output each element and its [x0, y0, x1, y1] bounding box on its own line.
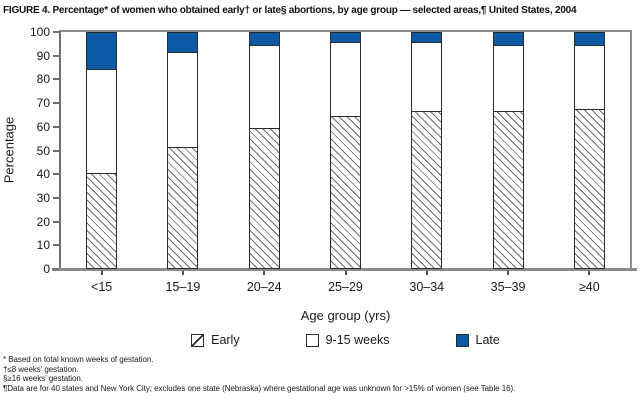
- stacked-bar: [492, 32, 524, 269]
- stacked-bar: [573, 32, 605, 269]
- bar-segment-9-15-weeks: [168, 51, 198, 147]
- y-tick-mark: [53, 244, 59, 247]
- x-axis-category-label: ≥40: [578, 280, 600, 294]
- early-hatched-swatch-icon: [191, 333, 205, 347]
- plot-area: [59, 30, 632, 269]
- x-tick-mark: [100, 271, 103, 275]
- bar-segment-late: [412, 33, 442, 43]
- bar-segment-late: [87, 33, 117, 69]
- x-tick-mark: [344, 271, 347, 275]
- bar-segment-early: [574, 108, 604, 268]
- x-axis-category-label: 30–34: [409, 280, 445, 294]
- legend-item-9-15-weeks: 9-15 weeks: [305, 333, 390, 347]
- bar-segment-9-15-weeks: [249, 44, 279, 128]
- y-tick-mark: [53, 31, 59, 33]
- x-tick-mark: [507, 271, 510, 275]
- x-axis-category-label: 20–24: [246, 280, 282, 294]
- stacked-bar: [167, 32, 199, 269]
- y-tick-mark: [53, 196, 59, 199]
- legend-item-early: Early: [191, 333, 240, 347]
- bar-cell: [386, 32, 467, 269]
- mid-white-swatch-icon: [305, 333, 319, 347]
- stacked-bar: [86, 32, 118, 269]
- y-tick-label: 10: [36, 238, 50, 253]
- x-axis-category-label: 25–29: [328, 280, 363, 294]
- legend: Early 9-15 weeks Late: [61, 333, 630, 347]
- footnote-asterisk: * Based on total known weeks of gestatio…: [3, 355, 154, 364]
- y-tick-label: 30: [36, 190, 50, 205]
- y-tick-label: 40: [36, 167, 50, 182]
- bar-cell: [224, 32, 305, 269]
- stacked-bar: [411, 32, 443, 269]
- bar-segment-9-15-weeks: [412, 42, 442, 112]
- y-tick-mark: [53, 54, 59, 57]
- y-tick-label: 80: [36, 72, 50, 87]
- x-tick-mark: [181, 271, 184, 275]
- stacked-bar: [248, 32, 280, 269]
- x-axis-category-label: <15: [91, 280, 113, 294]
- legend-label-9-15-weeks: 9-15 weeks: [325, 333, 390, 347]
- y-tick-mark: [53, 125, 59, 128]
- y-tick-label: 100: [29, 25, 50, 39]
- late-blue-swatch-icon: [455, 333, 469, 347]
- bar-segment-early: [330, 115, 360, 268]
- bar-segment-late: [330, 33, 360, 43]
- bar-cell: [549, 32, 630, 269]
- x-tick-mark: [588, 271, 591, 275]
- bar-segment-early: [87, 172, 117, 268]
- bar-segment-early: [412, 111, 442, 268]
- y-tick-label: 90: [36, 48, 50, 63]
- footnote-dagger: †≤8 weeks' gestation.: [3, 364, 79, 374]
- bar-segment-early: [168, 146, 198, 268]
- footnote-pilcrow: ¶Data are for 40 states and New York Cit…: [3, 383, 516, 393]
- x-tick-mark: [263, 271, 266, 275]
- bar-segment-late: [493, 33, 523, 45]
- bar-segment-early: [493, 111, 523, 268]
- stacked-bar: [329, 32, 361, 269]
- bar-segment-9-15-weeks: [574, 44, 604, 109]
- bars-container: [61, 32, 630, 269]
- y-tick-mark: [53, 173, 59, 176]
- x-axis-category-label: 15–19: [165, 280, 201, 294]
- y-tick-mark: [53, 78, 59, 81]
- bar-cell: [467, 32, 548, 269]
- footnote-section: §≥16 weeks' gestation.: [3, 374, 83, 384]
- y-tick-label: 0: [43, 262, 50, 276]
- y-tick-mark: [53, 102, 59, 105]
- legend-label-late: Late: [475, 333, 500, 347]
- bar-segment-early: [249, 127, 279, 268]
- x-axis-title: Age group (yrs): [300, 308, 391, 323]
- y-tick-mark: [53, 268, 59, 270]
- y-tick-label: 60: [36, 119, 50, 134]
- x-tick-mark: [425, 271, 428, 275]
- figure-title: FIGURE 4. Percentage* of women who obtai…: [3, 5, 577, 16]
- bar-segment-late: [168, 33, 198, 52]
- x-axis-line: [52, 268, 637, 271]
- bar-cell: [305, 32, 386, 269]
- y-tick-label: 50: [36, 143, 50, 158]
- y-axis-title: Percentage: [1, 116, 17, 184]
- legend-item-late: Late: [455, 333, 500, 347]
- y-tick-label: 20: [36, 214, 50, 229]
- bar-segment-9-15-weeks: [493, 44, 523, 112]
- bar-cell: [61, 32, 142, 269]
- bar-segment-late: [249, 33, 279, 45]
- y-tick-mark: [53, 220, 59, 223]
- x-axis-category-label: 35–39: [490, 280, 526, 294]
- bar-cell: [142, 32, 223, 269]
- bar-segment-9-15-weeks: [87, 68, 117, 173]
- footnotes: * Based on total known weeks of gestatio…: [3, 355, 515, 393]
- y-tick-label: 70: [36, 96, 50, 111]
- y-tick-mark: [53, 149, 59, 152]
- x-axis-category-labels: <15 15–19 20–24 25–29 30–34 35–39 ≥40: [61, 280, 630, 294]
- bar-segment-late: [574, 33, 604, 45]
- bar-segment-9-15-weeks: [330, 42, 360, 116]
- legend-label-early: Early: [211, 333, 240, 347]
